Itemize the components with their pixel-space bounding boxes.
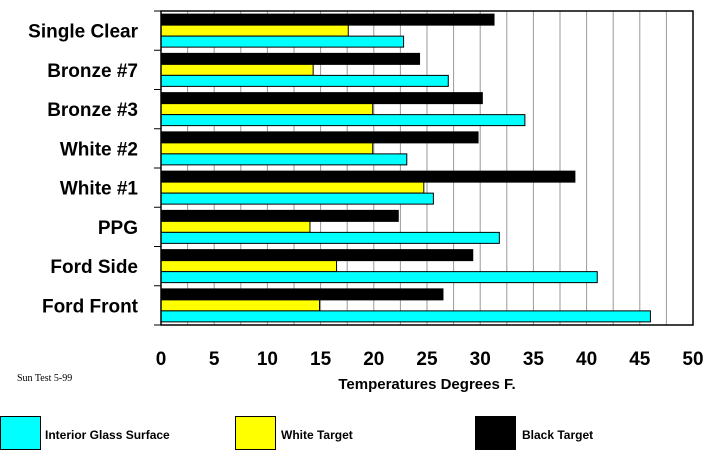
- legend-label-black-target: Black Target: [522, 428, 594, 442]
- bar-black-target-ford-side: [160, 249, 474, 262]
- bar-black-target-white-2: [160, 131, 479, 144]
- category-label: Bronze #3: [47, 100, 138, 121]
- legend-label-white-target: White Target: [281, 428, 353, 442]
- x-tick-label: 50: [682, 349, 703, 370]
- bar-black-target-bronze-7: [160, 52, 421, 65]
- bar-black-target-ford-front: [160, 288, 444, 301]
- bar-black-target-white-1: [160, 170, 576, 183]
- category-labels: Single Clear Bronze #7 Bronze #3 White #2 Wh…: [28, 22, 138, 318]
- category-label: PPG: [98, 218, 138, 239]
- x-tick-label: 0: [156, 349, 167, 370]
- bar-interior-glass-bronze-3: [160, 114, 526, 127]
- bar-white-target-bronze-3: [160, 103, 374, 116]
- x-tick-label: 40: [576, 349, 597, 370]
- x-tick-label: 20: [363, 349, 384, 370]
- legend-label-interior-glass: Interior Glass Surface: [45, 428, 170, 442]
- legend-swatch-white-target: [235, 416, 276, 450]
- bar-white-target-bronze-7: [160, 63, 314, 76]
- bar-white-target-ford-front: [160, 299, 321, 312]
- category-label: Single Clear: [28, 22, 138, 43]
- bar-black-target-bronze-3: [160, 92, 483, 105]
- bar-white-target-white-1: [160, 181, 425, 194]
- bar-white-target-single-clear: [160, 24, 349, 37]
- plot-frame: [154, 10, 694, 326]
- bar-interior-glass-white-2: [160, 153, 408, 166]
- category-label: Ford Front: [42, 296, 139, 317]
- bar-interior-glass-ford-side: [160, 271, 598, 284]
- legend: Interior Glass Surface White Target Blac…: [0, 416, 705, 451]
- x-axis-title: Temperatures Degrees F.: [338, 376, 515, 393]
- category-label: White #2: [60, 139, 138, 160]
- category-label: Ford Side: [50, 257, 138, 278]
- category-label: Bronze #7: [47, 61, 138, 82]
- plot-border: [160, 10, 694, 326]
- source-note: Sun Test 5-99: [17, 373, 73, 384]
- category-label: White #1: [60, 179, 139, 200]
- x-tick-label: 5: [209, 349, 220, 370]
- x-tick-labels: 0 5 10 15 20 25 30 35 40 45 50: [156, 349, 704, 370]
- bar-interior-glass-ppg: [160, 231, 500, 244]
- legend-swatch-interior-glass: [0, 416, 41, 450]
- x-tick-label: 25: [416, 349, 438, 370]
- bar-black-target-ppg: [160, 209, 399, 222]
- bars: [160, 13, 651, 323]
- bar-white-target-ppg: [160, 220, 311, 233]
- x-tick-label: 15: [310, 349, 332, 370]
- x-tick-label: 45: [629, 349, 651, 370]
- x-tick-label: 30: [470, 349, 491, 370]
- bar-black-target-single-clear: [160, 13, 495, 26]
- x-tick-label: 10: [257, 349, 278, 370]
- bar-interior-glass-ford-front: [160, 310, 651, 323]
- bar-white-target-ford-side: [160, 260, 338, 273]
- bar-interior-glass-white-1: [160, 192, 434, 205]
- bar-interior-glass-bronze-7: [160, 74, 449, 87]
- legend-swatch-black-target: [475, 416, 516, 450]
- bar-interior-glass-single-clear: [160, 35, 405, 48]
- x-tick-label: 35: [523, 349, 545, 370]
- bar-white-target-white-2: [160, 142, 374, 155]
